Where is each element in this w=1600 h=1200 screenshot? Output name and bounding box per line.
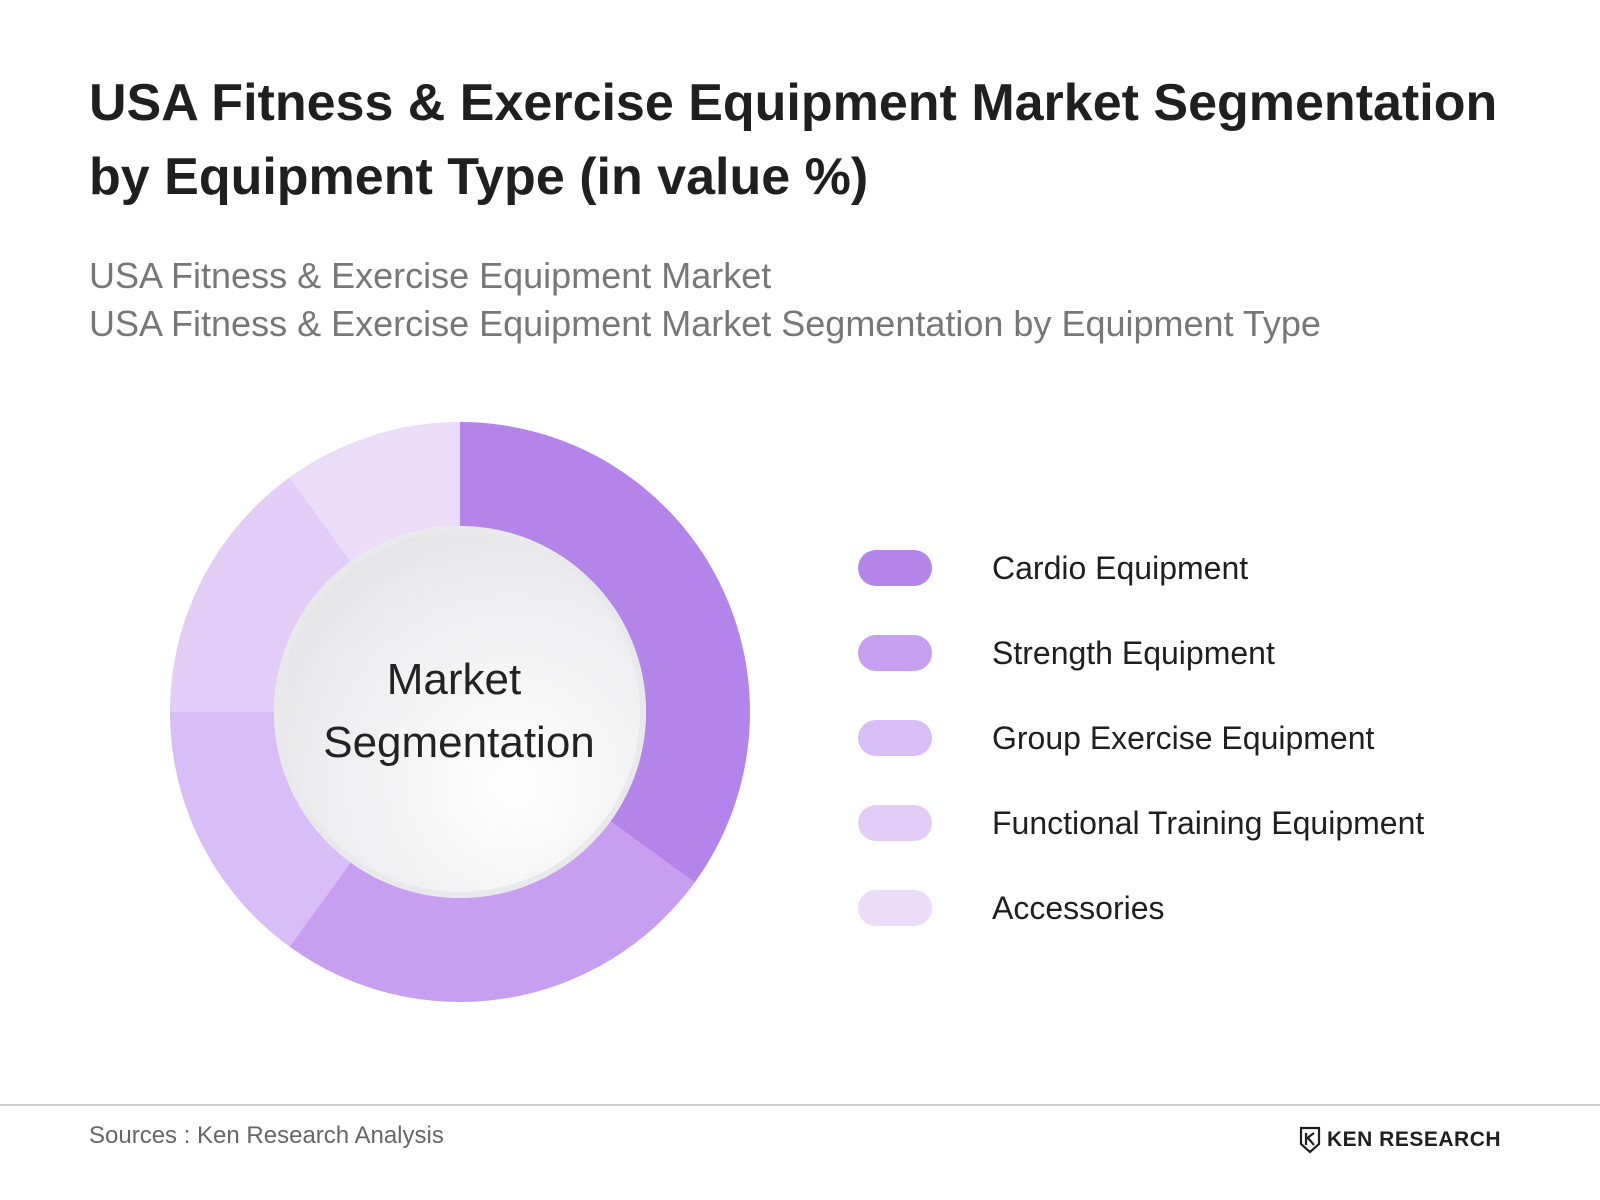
legend-label-strength: Strength Equipment [992,635,1275,671]
chart-title: USA Fitness & Exercise Equipment Market … [89,74,1498,206]
legend-swatch-functional-training [858,805,932,841]
legend-item-functional-training: Functional Training Equipment [858,803,1498,843]
footer-divider [0,1104,1600,1106]
legend-label-functional-training: Functional Training Equipment [992,805,1425,841]
donut-slice-functional-training-equipment [170,477,351,712]
legend-swatch-cardio [858,550,932,586]
donut-slice-accessories [289,422,460,562]
center-label-line-2: Segmentation [323,718,595,767]
source-note: Sources : Ken Research Analysis [89,1122,444,1149]
center-label-line-1: Market [387,655,521,704]
legend-swatch-strength [858,635,932,671]
chart-subtitle-line-2: USA Fitness & Exercise Equipment Market … [89,303,1321,344]
donut-slice-group-exercise-equipment [170,712,351,947]
legend-swatch-group-exercise [858,720,932,756]
ken-research-logo: KEN RESEARCH [1299,1124,1501,1156]
chart-subtitle-line-1: USA Fitness & Exercise Equipment Market [89,255,772,296]
ken-research-logo-text: KEN RESEARCH [1327,1128,1502,1151]
legend-swatch-accessories [858,890,932,926]
donut-slice-strength-equipment [289,821,695,1002]
ken-research-logo-icon [1299,1126,1321,1154]
legend-label-cardio: Cardio Equipment [992,550,1249,586]
donut-chart: Market Segmentation [170,422,751,1002]
donut-slice-cardio-equipment [460,422,751,883]
legend-item-accessories: Accessories [858,888,1498,928]
legend-item-strength: Strength Equipment [858,633,1498,673]
legend-label-accessories: Accessories [992,890,1165,926]
donut-slices [170,422,751,1002]
legend-label-group-exercise: Group Exercise Equipment [992,720,1375,756]
legend-item-cardio: Cardio Equipment [858,548,1498,588]
legend-item-group-exercise: Group Exercise Equipment [858,718,1498,758]
center-disc [280,532,640,892]
